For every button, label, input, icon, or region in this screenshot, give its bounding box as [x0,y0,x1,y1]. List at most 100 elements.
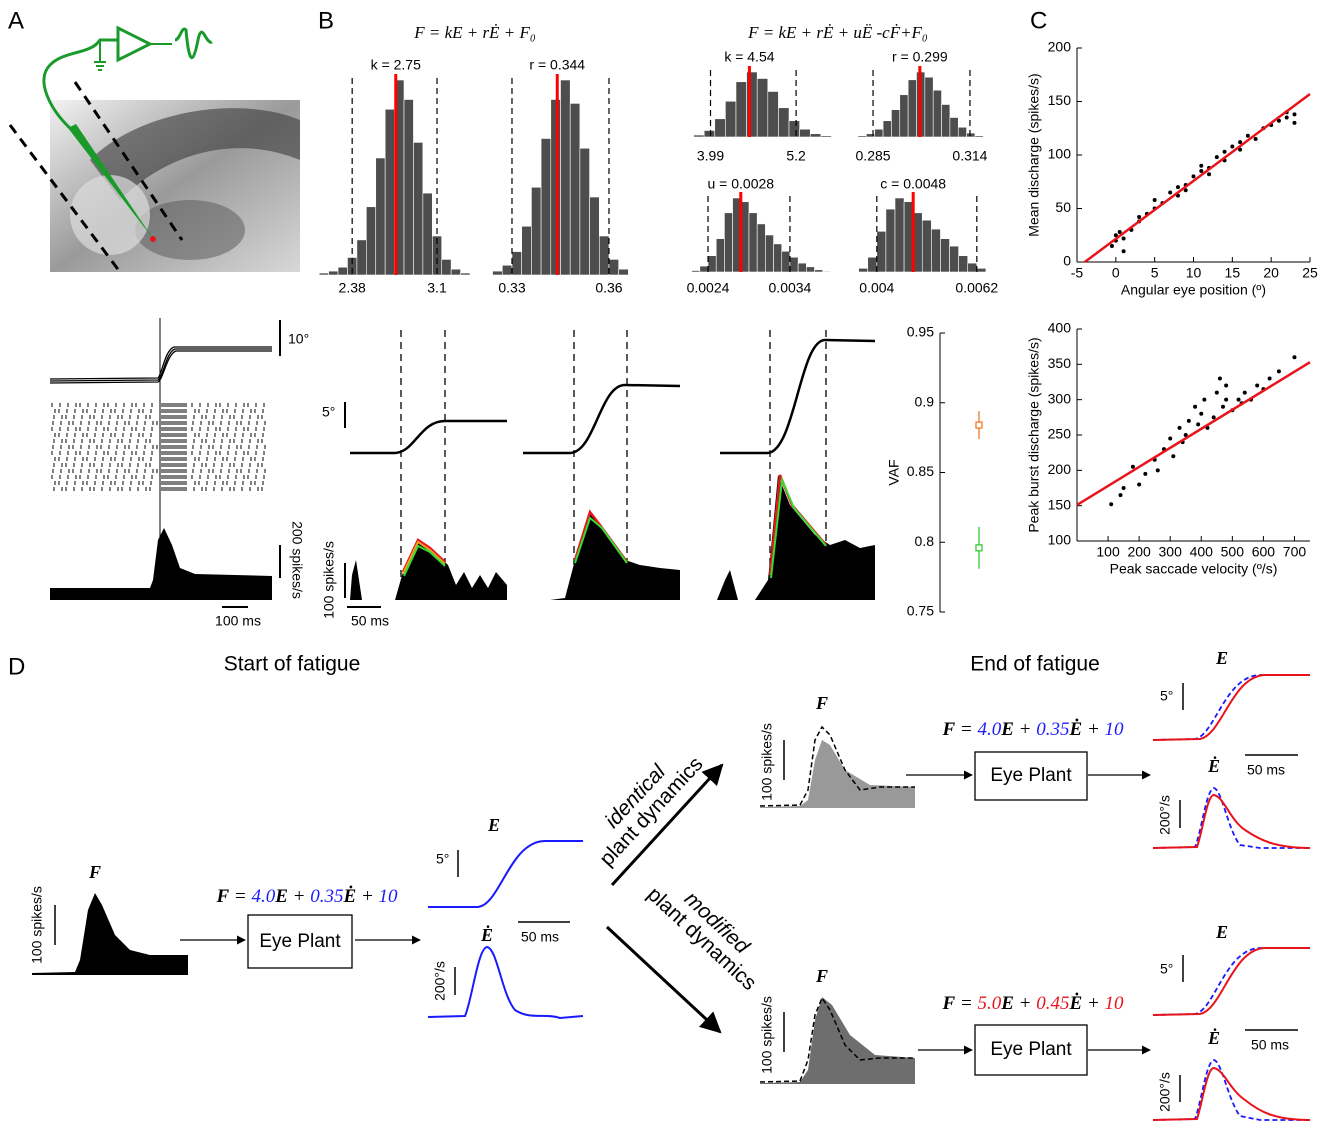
scale-label: 5° [1160,961,1173,977]
equation-part: 5.0 [977,993,1001,1014]
bar [950,118,958,138]
y-tick-label: 50 [1055,199,1071,215]
point [1153,198,1157,202]
plant-label: Eye Plant [990,765,1072,786]
bar [560,80,570,275]
estimate-label: c = 0.0048 [880,176,946,192]
estimate-label: r = 0.299 [892,49,948,65]
equation-part: F [941,719,955,740]
equation: F = 4.0E + 0.35Ė + 10 [215,885,398,907]
equation-part: = [229,886,251,907]
scale-label: 50 ms [521,929,559,945]
bar [798,263,806,272]
bar [599,236,609,275]
point [1202,398,1206,402]
velocity-trace [1153,788,1310,848]
bar [768,92,779,138]
equation-part: 0.45 [1036,993,1069,1014]
bar [875,129,883,137]
bar [806,267,814,272]
equation: F = kE + rĖ + F₀ [413,23,536,42]
bar [609,259,619,275]
bar [968,263,977,272]
bar [715,119,726,137]
point [1168,190,1172,194]
bar [319,273,328,275]
y-tick-label: 400 [1048,320,1072,336]
symbol: Ė [1207,755,1220,776]
bar [933,90,941,137]
estimate-label: r = 0.344 [529,57,585,73]
symbol: F [815,966,828,986]
bar [821,136,832,137]
point [1218,376,1222,380]
bar [774,244,782,272]
fit-line [1085,94,1310,262]
y-tick-label: 0.95 [907,324,934,340]
rate-areas [350,475,875,600]
equation-part: Ė [1069,718,1083,740]
scale-label: 5° [436,851,449,867]
point [1110,244,1114,248]
bar [975,136,983,137]
y-axis-label: Peak burst discharge (spikes/s) [1026,337,1042,532]
x-tick-label: 5.2 [786,148,806,164]
x-tick-label: 0.004 [859,280,894,296]
bar [940,239,949,272]
equation-part: E [1000,719,1014,740]
position-trace [428,841,583,907]
x-axis-label: Angular eye position (º) [1121,282,1266,298]
equation-part: + [1082,719,1104,740]
x-tick-label: 500 [1221,544,1245,560]
fit-line [1077,362,1310,505]
point [1168,437,1172,441]
scale-label: 50 ms [1247,762,1285,778]
y-tick-label: 350 [1048,355,1072,371]
panel-label: A [8,7,24,34]
scale-label: 50 ms [1251,1037,1289,1053]
point [1212,415,1216,419]
symbol: F [815,693,828,713]
point [976,545,982,551]
point [1246,134,1250,138]
symbol: E [487,815,500,835]
scale-label: 50 ms [351,613,389,629]
equation-part: E [274,886,288,907]
point [1109,502,1113,506]
bar [886,209,895,272]
estimate-label: k = 4.54 [724,49,774,65]
point [1224,384,1228,388]
bar [757,79,768,138]
point [1122,236,1126,240]
bar [522,226,532,275]
equation-part: F [941,993,955,1014]
bar [868,257,877,272]
point [1122,249,1126,253]
x-tick-label: -5 [1071,265,1084,281]
velocity-trace [428,947,583,1018]
equation-part: + [1082,993,1104,1014]
symbol: Ė [480,924,493,945]
bar [895,198,904,272]
point [1277,369,1281,373]
bar [810,134,821,137]
point [1268,376,1272,380]
scale-label: 100 spikes/s [29,886,45,964]
equation: F = 4.0E + 0.35Ė + 10 [941,718,1124,740]
x-tick-label: 0.0024 [687,280,730,296]
point [1243,391,1247,395]
x-tick-label: 15 [1225,265,1241,281]
bar [423,193,432,275]
y-tick-label: 150 [1048,92,1072,108]
x-tick-label: 600 [1252,544,1276,560]
scale-label: 100 spikes/s [759,996,775,1074]
bar [704,131,715,138]
equation-part: + [356,886,378,907]
scale-label: 200°/s [1157,1072,1173,1112]
y-tick-label: 250 [1048,426,1072,442]
equation-part: Ė [343,885,357,907]
equation-part: = [955,719,977,740]
scale-label: 200°/s [432,961,448,1001]
bar [694,135,705,137]
equation-part: F [215,886,229,907]
